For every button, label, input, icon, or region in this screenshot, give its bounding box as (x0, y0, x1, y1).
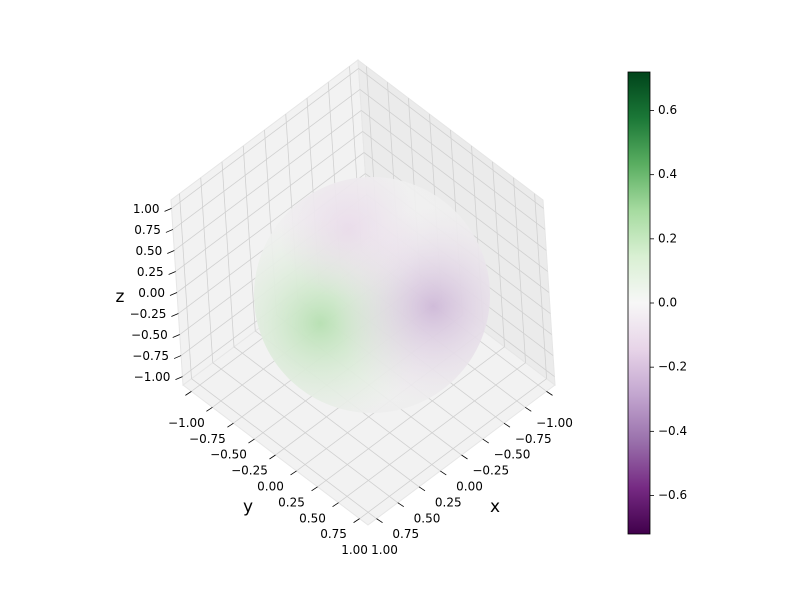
tick-mark (167, 250, 175, 254)
tick-mark (185, 391, 192, 396)
x-tick-label: 0.00 (456, 480, 483, 494)
tick-mark (332, 502, 339, 508)
grid-line (174, 110, 362, 251)
colorbar-tick-label: −0.6 (658, 488, 687, 502)
z-tick-label: 0.75 (134, 223, 161, 237)
colorbar-tick-label: −0.2 (658, 360, 687, 374)
grid-line (362, 131, 548, 272)
tick-mark (290, 470, 297, 476)
colorbar-tick-label: 0.2 (658, 231, 677, 245)
grid-line (359, 89, 546, 230)
z-tick-label: −0.50 (131, 328, 168, 342)
x-tick-label: 0.75 (392, 527, 419, 541)
tick-mark (169, 292, 178, 296)
x-tick-label: 1.00 (371, 543, 398, 557)
y-axis-label: y (243, 497, 253, 517)
x-tick-label: 0.25 (435, 495, 462, 509)
tick-mark (482, 438, 489, 444)
grid-line (338, 362, 526, 504)
tick-mark (175, 376, 183, 380)
x-tick-label: 0.50 (414, 511, 441, 525)
y-tick-label: 0.00 (257, 480, 284, 494)
y-tick-label: 0.50 (299, 511, 326, 525)
x-tick-label: −0.25 (472, 464, 509, 478)
grid-line (358, 68, 544, 209)
z-tick-label: −1.00 (134, 370, 171, 384)
tick-mark (165, 229, 174, 233)
z-axis-label: z (116, 287, 125, 307)
x-tick-label: −0.75 (515, 432, 552, 446)
colorbar (627, 71, 651, 535)
tick-mark (248, 438, 255, 444)
z-tick-label: −0.25 (130, 307, 167, 321)
tick-mark (206, 406, 213, 412)
grid-line (361, 110, 547, 251)
tick-mark (461, 454, 468, 460)
tick-mark (227, 422, 234, 428)
x-tick-label: −0.50 (494, 448, 531, 462)
y-tick-label: −0.50 (210, 448, 247, 462)
tick-mark (353, 518, 360, 523)
grid-line (171, 68, 359, 209)
tick-mark (546, 391, 553, 396)
y-tick-label: −0.75 (189, 432, 226, 446)
tick-mark (168, 271, 176, 275)
z-tick-label: 0.50 (136, 244, 163, 258)
tick-mark (440, 470, 447, 476)
grid-line (175, 131, 363, 272)
grid-line (359, 378, 547, 519)
colorbar-tick-label: 0.6 (658, 103, 677, 117)
tick-mark (269, 454, 276, 460)
y-tick-label: 0.25 (278, 495, 305, 509)
grid-line (176, 152, 365, 293)
sphere-shade (254, 177, 490, 413)
y-tick-label: −0.25 (231, 464, 268, 478)
x-axis-label: x (490, 497, 500, 517)
y-tick-label: 1.00 (341, 543, 368, 557)
z-tick-label: 0.00 (138, 286, 165, 300)
x-tick-label: −1.00 (536, 416, 573, 430)
tick-mark (418, 486, 426, 492)
colorbar-tick-label: −0.4 (658, 424, 687, 438)
tick-mark (503, 422, 511, 428)
tick-mark (525, 406, 532, 412)
tick-mark (311, 486, 318, 492)
colorbar-tick-label: 0.4 (658, 167, 677, 181)
tick-mark (164, 208, 172, 212)
grid-line (317, 346, 505, 488)
z-tick-label: 0.25 (137, 265, 164, 279)
y-tick-label: −1.00 (168, 416, 205, 430)
tick-mark (397, 502, 404, 508)
colorbar-tick-label: 0.0 (658, 296, 677, 310)
z-tick-label: −0.75 (132, 349, 169, 363)
y-tick-label: 0.75 (320, 527, 347, 541)
tick-mark (172, 334, 180, 338)
tick-mark (171, 313, 179, 317)
tick-mark (376, 518, 383, 523)
tick-mark (173, 355, 182, 359)
sphere-surface (254, 177, 490, 413)
grid-line (172, 89, 361, 230)
z-tick-label: 1.00 (133, 202, 160, 216)
